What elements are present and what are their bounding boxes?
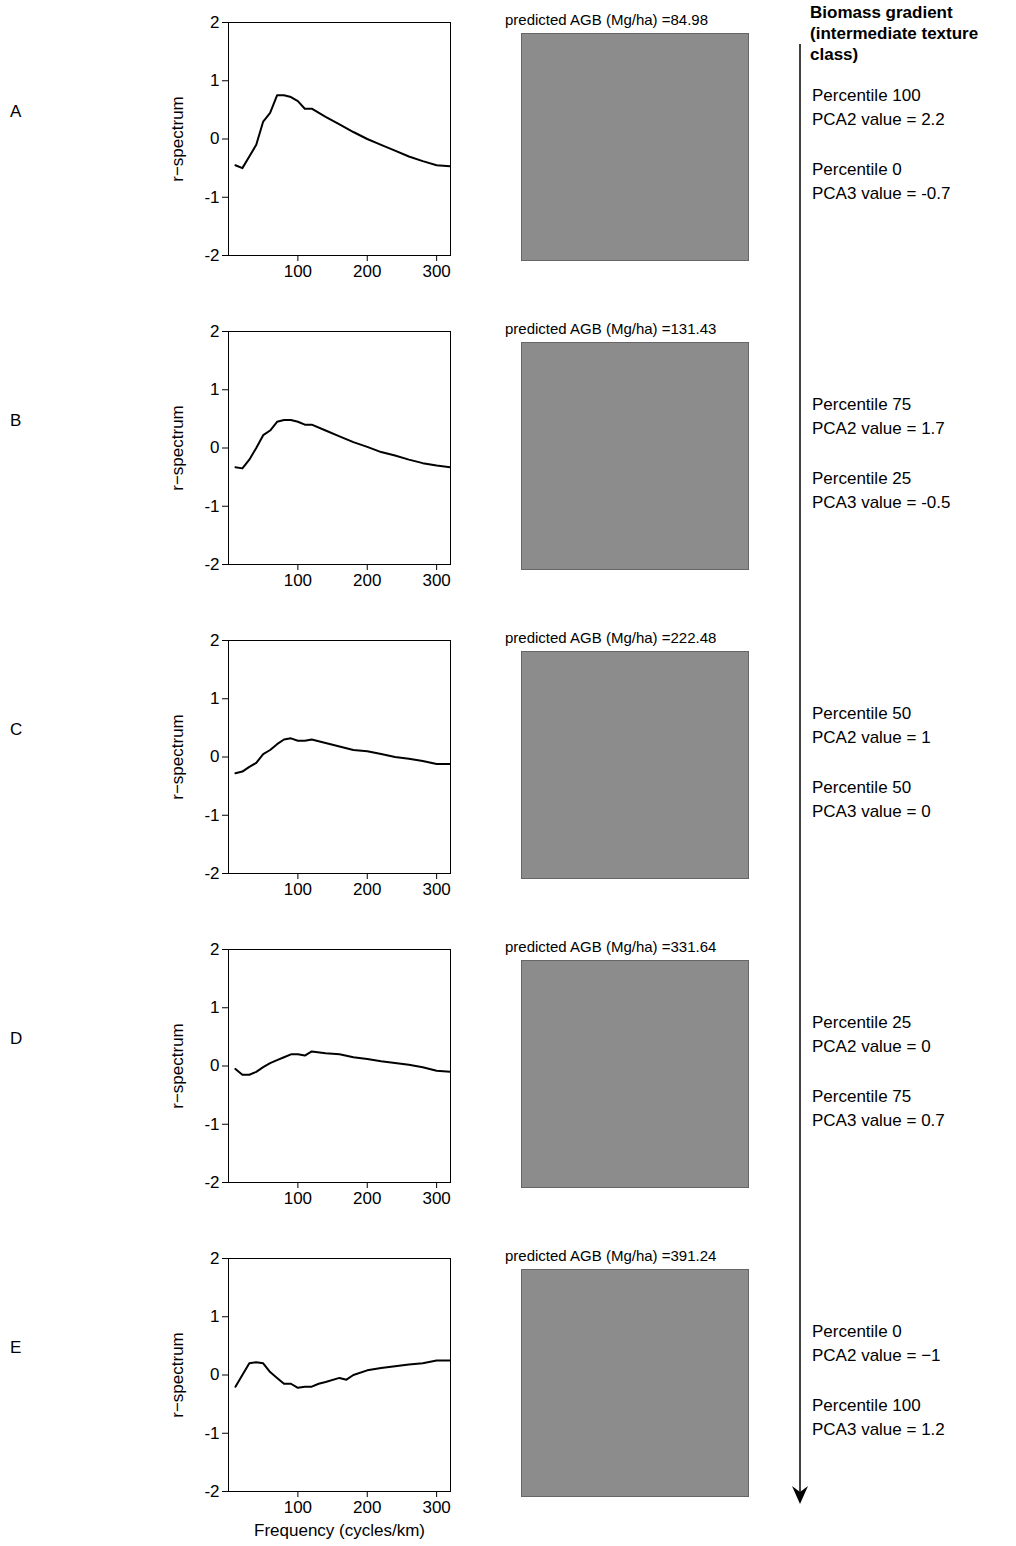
html-text:PCA3 value = 1.2: PCA3 value = 1.2 — [812, 1420, 945, 1439]
svg-text:2: 2 — [210, 322, 219, 341]
svg-text:r−spectrum: r−spectrum — [168, 1332, 187, 1418]
html-text:E: E — [10, 1338, 22, 1357]
svg-text:300: 300 — [422, 1189, 450, 1208]
svg-text:-1: -1 — [204, 497, 219, 516]
svg-text:0: 0 — [210, 438, 219, 457]
svg-text:0: 0 — [210, 1056, 219, 1075]
html-text:C: C — [10, 720, 23, 739]
svg-text:Frequency (cycles/km): Frequency (cycles/km) — [254, 1521, 425, 1540]
html-text:PCA3 value = -0.5: PCA3 value = -0.5 — [812, 493, 951, 512]
html-text:Percentile 0: Percentile 0 — [812, 160, 902, 179]
svg-text:-2: -2 — [204, 1173, 219, 1192]
svg-text:1: 1 — [210, 71, 219, 90]
html-text:PCA2 value = 0: PCA2 value = 0 — [812, 1037, 931, 1056]
svg-text:r−spectrum: r−spectrum — [168, 714, 187, 800]
html-text:D: D — [10, 1029, 23, 1048]
html-text:Percentile 50: Percentile 50 — [812, 778, 912, 797]
html-text:predicted AGB (Mg/ha) =84.98: predicted AGB (Mg/ha) =84.98 — [505, 11, 708, 28]
svg-text:0: 0 — [210, 129, 219, 148]
svg-text:300: 300 — [422, 571, 450, 590]
svg-text:100: 100 — [284, 1498, 312, 1517]
html-text:PCA3 value = 0.7: PCA3 value = 0.7 — [812, 1111, 945, 1130]
svg-text:200: 200 — [353, 1498, 381, 1517]
svg-text:100: 100 — [284, 262, 312, 281]
svg-text:200: 200 — [353, 262, 381, 281]
html-text:Percentile 100: Percentile 100 — [812, 1396, 921, 1415]
html-text:predicted AGB (Mg/ha) =131.43: predicted AGB (Mg/ha) =131.43 — [505, 320, 717, 337]
svg-text:0: 0 — [210, 1365, 219, 1384]
svg-text:200: 200 — [353, 571, 381, 590]
svg-text:-2: -2 — [204, 555, 219, 574]
html-text:Percentile 100: Percentile 100 — [812, 86, 921, 105]
html-text:Biomass gradient (intermediate: Biomass gradient (intermediate texture c… — [810, 3, 979, 64]
svg-text:-1: -1 — [204, 1424, 219, 1443]
svg-text:100: 100 — [284, 571, 312, 590]
html-text:Percentile 50: Percentile 50 — [812, 704, 912, 723]
svg-text:1: 1 — [210, 380, 219, 399]
svg-text:2: 2 — [210, 13, 219, 32]
svg-text:2: 2 — [210, 940, 219, 959]
svg-text:r−spectrum: r−spectrum — [168, 1023, 187, 1109]
html-text:predicted AGB (Mg/ha) =222.48: predicted AGB (Mg/ha) =222.48 — [505, 629, 717, 646]
html-text:PCA2 value = 1.7: PCA2 value = 1.7 — [812, 419, 945, 438]
html-text:PCA2 value = −1: PCA2 value = −1 — [812, 1346, 941, 1365]
html-text:predicted AGB (Mg/ha) =391.24: predicted AGB (Mg/ha) =391.24 — [505, 1247, 717, 1264]
html-text:Percentile 25: Percentile 25 — [812, 469, 912, 488]
svg-text:1: 1 — [210, 689, 219, 708]
html-text:Percentile 75: Percentile 75 — [812, 395, 912, 414]
svg-text:2: 2 — [210, 1249, 219, 1268]
svg-text:-2: -2 — [204, 246, 219, 265]
html-text:PCA3 value = -0.7: PCA3 value = -0.7 — [812, 184, 951, 203]
svg-text:300: 300 — [422, 880, 450, 899]
html-text:Percentile 25: Percentile 25 — [812, 1013, 912, 1032]
html-text:PCA2 value = 1: PCA2 value = 1 — [812, 728, 931, 747]
html-text:A: A — [10, 102, 22, 121]
svg-text:100: 100 — [284, 1189, 312, 1208]
svg-text:0: 0 — [210, 747, 219, 766]
html-text:Percentile 75: Percentile 75 — [812, 1087, 912, 1106]
svg-text:-2: -2 — [204, 864, 219, 883]
svg-text:r−spectrum: r−spectrum — [168, 405, 187, 491]
html-text:Percentile 0: Percentile 0 — [812, 1322, 902, 1341]
svg-text:300: 300 — [422, 1498, 450, 1517]
svg-text:r−spectrum: r−spectrum — [168, 96, 187, 182]
html-text:B: B — [10, 411, 22, 430]
svg-text:-2: -2 — [204, 1482, 219, 1501]
svg-text:-1: -1 — [204, 188, 219, 207]
svg-text:300: 300 — [422, 262, 450, 281]
svg-text:-1: -1 — [204, 1115, 219, 1134]
html-text:predicted AGB (Mg/ha) =331.64: predicted AGB (Mg/ha) =331.64 — [505, 938, 717, 955]
html-text:PCA3 value = 0: PCA3 value = 0 — [812, 802, 931, 821]
html-text:PCA2 value = 2.2: PCA2 value = 2.2 — [812, 110, 945, 129]
svg-text:200: 200 — [353, 880, 381, 899]
svg-text:1: 1 — [210, 1307, 219, 1326]
svg-text:200: 200 — [353, 1189, 381, 1208]
svg-text:100: 100 — [284, 880, 312, 899]
svg-text:-1: -1 — [204, 806, 219, 825]
svg-text:2: 2 — [210, 631, 219, 650]
svg-text:1: 1 — [210, 998, 219, 1017]
